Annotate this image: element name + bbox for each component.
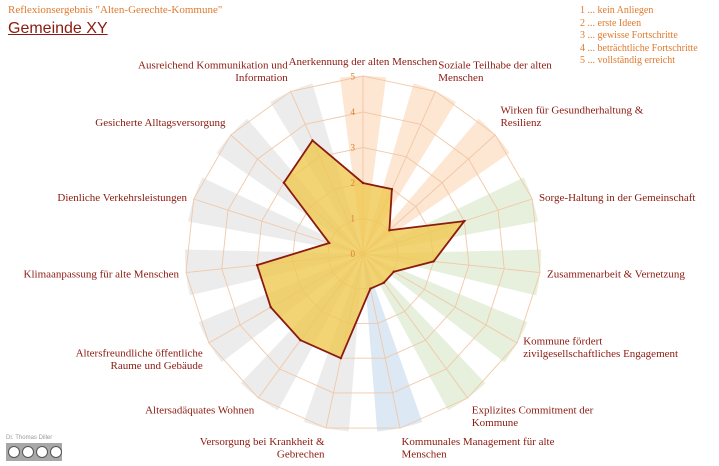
category-label-line: Versorgung bei Krankheit & <box>200 436 325 448</box>
category-label-line: Kommune <box>472 417 519 429</box>
data-point <box>392 270 395 273</box>
category-label: Altersfreundliche öffentliche Raume und G… <box>76 348 203 373</box>
legend-item: 4 ... beträchtliche Fortschritte <box>580 42 698 54</box>
tick-label: 5 <box>351 72 356 82</box>
category-label: Anerkennung der alten Menschen <box>289 56 438 68</box>
data-point <box>382 281 386 284</box>
category-label: Dienliche Verkehrsleistungen <box>57 192 187 204</box>
category-label-line: Explizites Commitment der <box>472 405 594 417</box>
category-label: Ausreichend Kommunikation und Information <box>138 59 288 84</box>
category-wedge <box>188 177 363 254</box>
category-label: Zusammenarbeit & Vernetzung <box>547 268 685 280</box>
category-label-line: Klimaanpassung für alte Menschen <box>24 268 180 280</box>
category-label-line: Sorge-Haltung in der Gemeinschaft <box>539 192 696 204</box>
category-label-line: Menschen <box>438 72 484 84</box>
data-point <box>282 181 286 184</box>
cc-icon <box>8 446 20 458</box>
data-point <box>432 260 435 263</box>
category-wedge <box>363 118 510 255</box>
category-label: Versorgung bei Krankheit & Gebrechen <box>200 436 325 461</box>
data-point <box>328 241 331 245</box>
data-point <box>255 263 259 267</box>
category-label: Sorge-Haltung in der Gemeinschaft <box>539 192 696 204</box>
category-label-line: Kommune fördert <box>523 335 602 347</box>
category-label: Kommunales Management für alte Menschen <box>401 436 554 461</box>
report-subtitle: Reflexionsergebnis "Alten-Gerechte-Kommu… <box>8 4 223 16</box>
category-label-line: Soziale Teilhabe der alten <box>438 59 552 71</box>
category-labels: Anerkennung der alten Menschen Soziale Te… <box>24 56 696 460</box>
tick-label: 2 <box>351 178 356 188</box>
category-label-line: zivilgesellschaftliches Engagement <box>523 348 678 360</box>
category-label-line: Resilienz <box>500 117 541 129</box>
page-title: Gemeinde XY <box>8 20 108 37</box>
data-point <box>463 219 466 223</box>
category-label: Gesicherte Alltagsversorgung <box>95 117 226 129</box>
tick-label: 0 <box>351 249 356 259</box>
chart-series <box>255 139 467 360</box>
category-label: Altersadäquates Wohnen <box>145 405 255 417</box>
category-label-line: Kommunales Management für alte <box>401 436 554 448</box>
category-label-line: Raume und Gebäude <box>111 360 203 372</box>
cc-license-badge <box>6 443 62 461</box>
category-label: Explizites Commitment der Kommune <box>472 405 594 430</box>
data-point <box>390 187 394 191</box>
series-area <box>255 139 467 360</box>
category-label: Wirken für Gesundherhaltung & Resilienz <box>500 105 643 130</box>
scale-legend: 1 ... kein Anliegen 2 ... erste Ideen 3 … <box>580 5 698 68</box>
nc-icon <box>36 446 48 458</box>
category-label: Soziale Teilhabe der alten Menschen <box>438 59 552 84</box>
legend-item: 3 ... gewisse Fortschritte <box>580 30 678 41</box>
data-point <box>269 306 272 309</box>
tick-label: 3 <box>351 143 356 153</box>
data-point <box>361 181 365 185</box>
category-label-line: Menschen <box>401 448 447 460</box>
grid-ring <box>256 147 470 359</box>
category-label-line: Dienliche Verkehrsleistungen <box>57 192 187 204</box>
category-label-line: Information <box>235 72 288 84</box>
category-label-line: Gebrechen <box>277 448 325 460</box>
category-label-line: Wirken für Gesundherhaltung & <box>500 105 643 117</box>
grid-ring <box>185 75 541 429</box>
legend-item: 1 ... kein Anliegen <box>580 5 654 16</box>
category-wedge <box>363 254 486 411</box>
legend-item: 5 ... vollständig erreicht <box>580 55 675 66</box>
category-wedge <box>363 254 528 363</box>
category-label: Kommune fördert zivilgesellschaftliches E… <box>523 335 678 360</box>
tick-label: 1 <box>351 214 356 224</box>
author-credit: Dr. Thomas Diller <box>6 435 53 441</box>
category-label-line: Anerkennung der alten Menschen <box>289 56 438 68</box>
category-label-line: Gesicherte Alltagsversorgung <box>95 117 226 129</box>
category-label-line: Ausreichend Kommunikation und <box>138 59 288 71</box>
category-label-line: Altersfreundliche öffentliche <box>76 348 203 360</box>
data-point <box>369 287 372 290</box>
legend-item: 2 ... erste Ideen <box>580 17 642 29</box>
sa-icon <box>50 446 62 458</box>
grid-ring <box>221 111 505 394</box>
category-label-line: Zusammenarbeit & Vernetzung <box>547 268 685 280</box>
data-point <box>299 338 302 342</box>
radial-ticks: 0 1 2 3 4 5 <box>351 72 356 260</box>
category-label-line: Altersadäquates Wohnen <box>145 405 255 417</box>
data-point <box>388 229 391 232</box>
by-icon <box>22 446 34 458</box>
category-wedge <box>363 254 423 432</box>
category-label: Klimaanpassung für alte Menschen <box>24 268 180 280</box>
data-point <box>339 356 343 360</box>
tick-label: 4 <box>351 107 356 117</box>
grid-ring <box>291 182 435 324</box>
data-point <box>311 139 314 142</box>
